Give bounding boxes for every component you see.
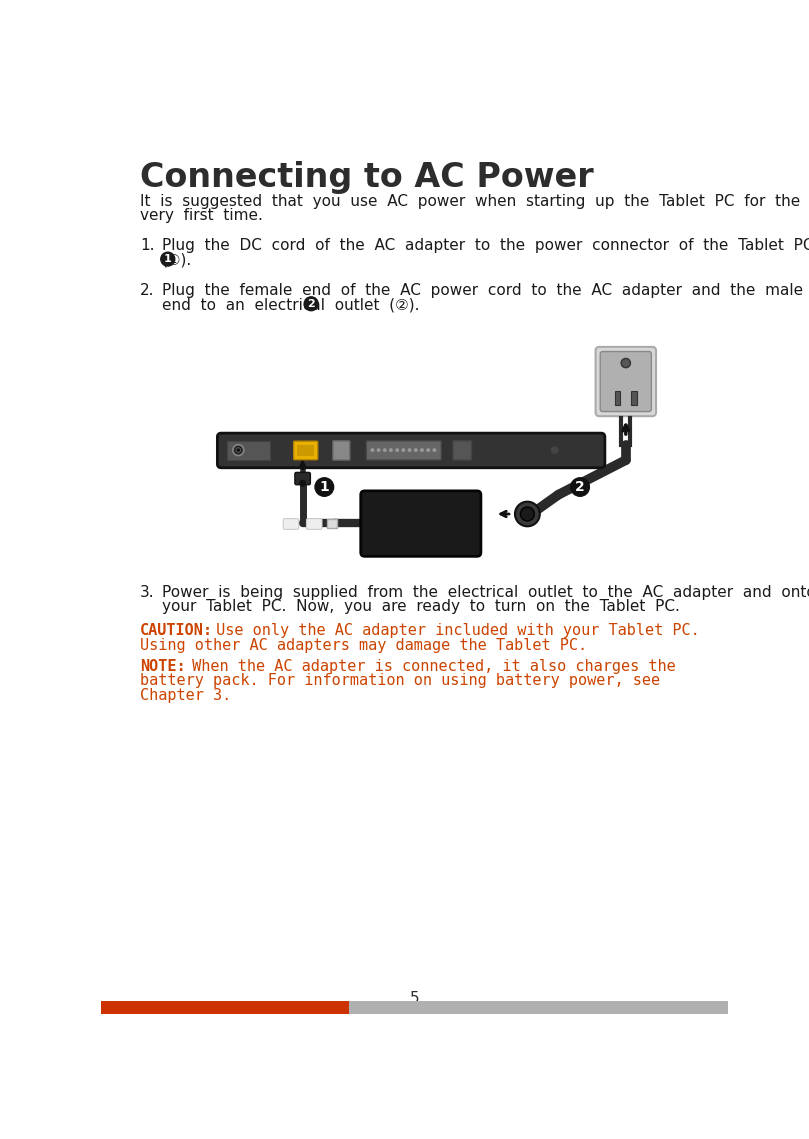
Circle shape — [414, 448, 417, 452]
Bar — [297, 444, 314, 457]
Text: Using other AC adapters may damage the Tablet PC.: Using other AC adapters may damage the T… — [140, 638, 587, 653]
Text: Chapter 3.: Chapter 3. — [140, 688, 231, 703]
Circle shape — [401, 448, 405, 452]
Circle shape — [161, 252, 175, 267]
FancyBboxPatch shape — [453, 441, 472, 460]
FancyBboxPatch shape — [600, 352, 651, 411]
Text: battery pack. For information on using battery power, see: battery pack. For information on using b… — [140, 673, 660, 688]
Circle shape — [377, 448, 380, 452]
Text: 3.: 3. — [140, 584, 155, 600]
Circle shape — [299, 481, 306, 486]
Text: your  Tablet  PC.  Now,  you  are  ready  to  turn  on  the  Tablet  PC.: your Tablet PC. Now, you are ready to tu… — [162, 599, 680, 614]
Bar — [631, 391, 637, 404]
FancyBboxPatch shape — [218, 433, 605, 468]
Circle shape — [304, 297, 318, 311]
Circle shape — [233, 444, 244, 456]
Bar — [328, 518, 337, 527]
Text: Plug  the  female  end  of  the  AC  power  cord  to  the  AC  adapter  and  the: Plug the female end of the AC power cord… — [162, 282, 803, 298]
Bar — [101, 1001, 349, 1014]
Text: 1: 1 — [320, 480, 329, 494]
Circle shape — [520, 507, 535, 521]
FancyBboxPatch shape — [307, 518, 322, 530]
Circle shape — [621, 359, 630, 368]
Circle shape — [236, 448, 240, 452]
Text: end  to  an  electrical  outlet  (②).: end to an electrical outlet (②). — [162, 297, 419, 312]
Bar — [615, 391, 621, 404]
FancyBboxPatch shape — [332, 441, 350, 460]
Circle shape — [515, 501, 540, 526]
FancyBboxPatch shape — [294, 441, 318, 460]
Text: Power  is  being  supplied  from  the  electrical  outlet  to  the  AC  adapter : Power is being supplied from the electri… — [162, 584, 809, 600]
Bar — [227, 441, 270, 460]
Circle shape — [389, 448, 393, 452]
FancyBboxPatch shape — [361, 491, 481, 556]
Circle shape — [371, 448, 375, 452]
Text: It  is  suggested  that  you  use  AC  power  when  starting  up  the  Tablet  P: It is suggested that you use AC power wh… — [140, 195, 800, 210]
Circle shape — [408, 448, 412, 452]
FancyBboxPatch shape — [283, 518, 299, 530]
Text: When the AC adapter is connected, it also charges the: When the AC adapter is connected, it als… — [184, 658, 676, 674]
Text: Use only the AC adapter included with your Tablet PC.: Use only the AC adapter included with yo… — [206, 623, 699, 638]
Circle shape — [426, 448, 430, 452]
Circle shape — [571, 477, 590, 497]
Text: 1: 1 — [164, 254, 172, 264]
Text: (①).: (①). — [162, 253, 192, 268]
Text: 5: 5 — [410, 991, 419, 1007]
Circle shape — [420, 448, 424, 452]
Text: very  first  time.: very first time. — [140, 208, 263, 223]
Circle shape — [433, 448, 436, 452]
Bar — [349, 1001, 728, 1014]
Text: 1.: 1. — [140, 238, 155, 253]
FancyBboxPatch shape — [366, 441, 442, 460]
Circle shape — [396, 448, 399, 452]
Text: CAUTION:: CAUTION: — [140, 623, 213, 638]
FancyBboxPatch shape — [595, 347, 656, 416]
Text: 2: 2 — [575, 480, 585, 494]
Text: 2: 2 — [307, 298, 315, 309]
Text: Connecting to AC Power: Connecting to AC Power — [140, 162, 594, 195]
Circle shape — [315, 477, 333, 497]
Text: Plug  the  DC  cord  of  the  AC  adapter  to  the  power  connector  of  the  T: Plug the DC cord of the AC adapter to th… — [162, 238, 809, 253]
Text: 2.: 2. — [140, 282, 155, 298]
Text: NOTE:: NOTE: — [140, 658, 185, 674]
Circle shape — [383, 448, 387, 452]
Circle shape — [550, 445, 559, 454]
FancyBboxPatch shape — [294, 473, 311, 485]
